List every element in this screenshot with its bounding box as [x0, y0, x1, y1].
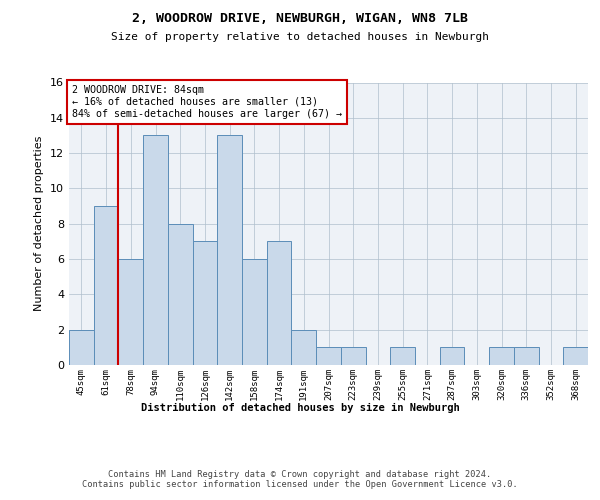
- Text: Size of property relative to detached houses in Newburgh: Size of property relative to detached ho…: [111, 32, 489, 42]
- Bar: [440, 348, 464, 365]
- Text: Contains HM Land Registry data © Crown copyright and database right 2024.
Contai: Contains HM Land Registry data © Crown c…: [82, 470, 518, 490]
- Bar: [292, 330, 316, 365]
- Bar: [193, 242, 217, 365]
- Bar: [563, 348, 588, 365]
- Bar: [168, 224, 193, 365]
- Bar: [341, 348, 365, 365]
- Bar: [69, 330, 94, 365]
- Text: 2, WOODROW DRIVE, NEWBURGH, WIGAN, WN8 7LB: 2, WOODROW DRIVE, NEWBURGH, WIGAN, WN8 7…: [132, 12, 468, 26]
- Bar: [94, 206, 118, 365]
- Y-axis label: Number of detached properties: Number of detached properties: [34, 136, 44, 312]
- Bar: [242, 259, 267, 365]
- Bar: [489, 348, 514, 365]
- Bar: [514, 348, 539, 365]
- Text: 2 WOODROW DRIVE: 84sqm
← 16% of detached houses are smaller (13)
84% of semi-det: 2 WOODROW DRIVE: 84sqm ← 16% of detached…: [71, 86, 341, 118]
- Bar: [143, 136, 168, 365]
- Bar: [390, 348, 415, 365]
- Text: Distribution of detached houses by size in Newburgh: Distribution of detached houses by size …: [140, 402, 460, 412]
- Bar: [217, 136, 242, 365]
- Bar: [267, 242, 292, 365]
- Bar: [118, 259, 143, 365]
- Bar: [316, 348, 341, 365]
